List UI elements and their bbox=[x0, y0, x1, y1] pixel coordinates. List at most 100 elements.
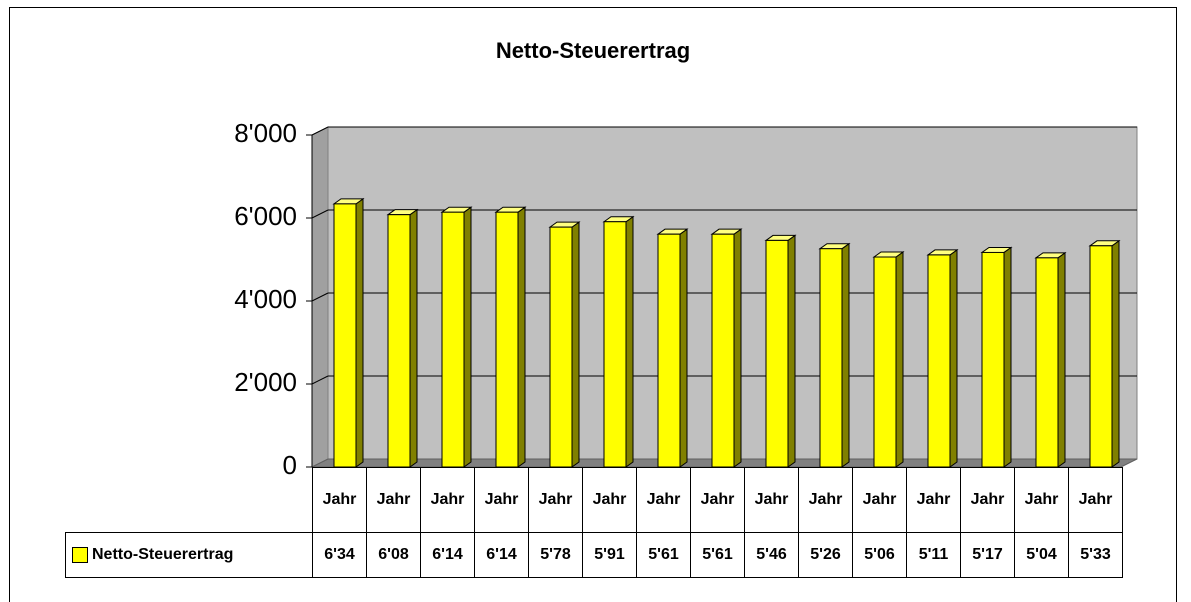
chart-title: Netto-Steuerertrag bbox=[496, 38, 690, 63]
bar-side bbox=[517, 206, 526, 468]
value-cell-text: 5'26 bbox=[810, 546, 841, 563]
category-cell-text: Jahr bbox=[322, 491, 357, 508]
value-cell: 5'06 bbox=[852, 532, 907, 578]
category-cell-text: Jahr bbox=[484, 491, 519, 508]
bar-side bbox=[679, 228, 688, 468]
category-cell-text: Jahr bbox=[754, 491, 789, 508]
grid-line bbox=[311, 209, 329, 219]
category-cell-text: Jahr bbox=[862, 491, 897, 508]
value-cell: 5'26 bbox=[798, 532, 853, 578]
bar bbox=[819, 248, 843, 468]
bar-side bbox=[949, 248, 958, 468]
value-cell-text: 6'08 bbox=[378, 546, 409, 563]
value-cell-text: 6'14 bbox=[486, 546, 517, 563]
category-cell: Jahr bbox=[312, 467, 367, 533]
category-cell-text: Jahr bbox=[646, 491, 681, 508]
grid-line bbox=[311, 292, 329, 302]
category-cell-text: Jahr bbox=[376, 491, 411, 508]
grid-line bbox=[311, 126, 329, 136]
y-tick-label: 8'000 bbox=[234, 118, 297, 148]
value-cell-text: 5'11 bbox=[918, 546, 949, 563]
category-cell-text: Jahr bbox=[970, 491, 1005, 508]
bar-side bbox=[409, 208, 418, 468]
category-cell: Jahr bbox=[690, 467, 745, 533]
bar bbox=[495, 211, 519, 468]
legend-swatch bbox=[72, 547, 88, 563]
value-cell: 5'11 bbox=[906, 532, 961, 578]
value-cell-text: 5'17 bbox=[972, 546, 1003, 563]
chart-frame bbox=[9, 7, 1177, 602]
bar-side bbox=[733, 228, 742, 468]
bar-side bbox=[463, 206, 472, 468]
value-cell: 5'33 bbox=[1068, 532, 1123, 578]
bar bbox=[549, 226, 573, 468]
category-cell: Jahr bbox=[744, 467, 799, 533]
category-cell-text: Jahr bbox=[916, 491, 951, 508]
bar-side bbox=[787, 234, 796, 468]
value-cell: 5'17 bbox=[960, 532, 1015, 578]
category-cell: Jahr bbox=[960, 467, 1015, 533]
category-cell: Jahr bbox=[636, 467, 691, 533]
bar bbox=[1035, 257, 1059, 468]
category-cell: Jahr bbox=[852, 467, 907, 533]
value-cell-text: 5'04 bbox=[1026, 546, 1057, 563]
category-cell-text: Jahr bbox=[1078, 491, 1113, 508]
value-cell-text: 5'33 bbox=[1080, 546, 1111, 563]
bar bbox=[927, 254, 951, 468]
bar bbox=[603, 221, 627, 468]
bar-side bbox=[1111, 239, 1120, 468]
category-cell-text: Jahr bbox=[808, 491, 843, 508]
category-cell: Jahr bbox=[528, 467, 583, 533]
grid-line bbox=[311, 375, 329, 385]
value-cell-text: 5'46 bbox=[756, 546, 787, 563]
legend-label: Netto-Steuerertrag bbox=[92, 546, 234, 563]
legend-cell: Netto-Steuerertrag bbox=[65, 532, 313, 578]
bar-side bbox=[1057, 251, 1066, 468]
bar bbox=[711, 233, 735, 468]
bar bbox=[981, 251, 1005, 468]
bar bbox=[441, 211, 465, 468]
value-cell: 5'04 bbox=[1014, 532, 1069, 578]
value-cell: 5'78 bbox=[528, 532, 583, 578]
category-cell: Jahr bbox=[1014, 467, 1069, 533]
bar bbox=[387, 214, 411, 468]
value-cell: 5'91 bbox=[582, 532, 637, 578]
value-cell-text: 5'78 bbox=[540, 546, 571, 563]
category-cell: Jahr bbox=[906, 467, 961, 533]
bar bbox=[333, 203, 357, 468]
value-cell: 5'46 bbox=[744, 532, 799, 578]
category-cell: Jahr bbox=[582, 467, 637, 533]
y-tick-label: 2'000 bbox=[234, 367, 297, 397]
value-cell-text: 5'61 bbox=[648, 546, 679, 563]
value-cell: 6'08 bbox=[366, 532, 421, 578]
value-cell: 5'61 bbox=[690, 532, 745, 578]
bar-side bbox=[625, 215, 634, 468]
category-cell: Jahr bbox=[1068, 467, 1123, 533]
value-cell: 6'14 bbox=[474, 532, 529, 578]
bar-side bbox=[355, 197, 364, 468]
category-cell-text: Jahr bbox=[538, 491, 573, 508]
bar-side bbox=[571, 221, 580, 468]
category-cell: Jahr bbox=[474, 467, 529, 533]
value-cell: 6'34 bbox=[312, 532, 367, 578]
y-tick-label: 4'000 bbox=[234, 284, 297, 314]
bar-side bbox=[841, 242, 850, 468]
value-cell-text: 5'91 bbox=[594, 546, 625, 563]
category-cell-text: Jahr bbox=[700, 491, 735, 508]
category-cell: Jahr bbox=[420, 467, 475, 533]
bar-side bbox=[895, 251, 904, 468]
value-cell: 5'61 bbox=[636, 532, 691, 578]
value-cell: 6'14 bbox=[420, 532, 475, 578]
value-cell-text: 5'06 bbox=[864, 546, 895, 563]
value-cell-text: 5'61 bbox=[702, 546, 733, 563]
category-cell-text: Jahr bbox=[430, 491, 465, 508]
value-cell-text: 6'14 bbox=[432, 546, 463, 563]
bar bbox=[765, 239, 789, 468]
bar-side bbox=[1003, 246, 1012, 468]
y-tick-label: 6'000 bbox=[234, 201, 297, 231]
bar bbox=[657, 233, 681, 468]
bar bbox=[1089, 245, 1113, 468]
category-cell-text: Jahr bbox=[1024, 491, 1059, 508]
